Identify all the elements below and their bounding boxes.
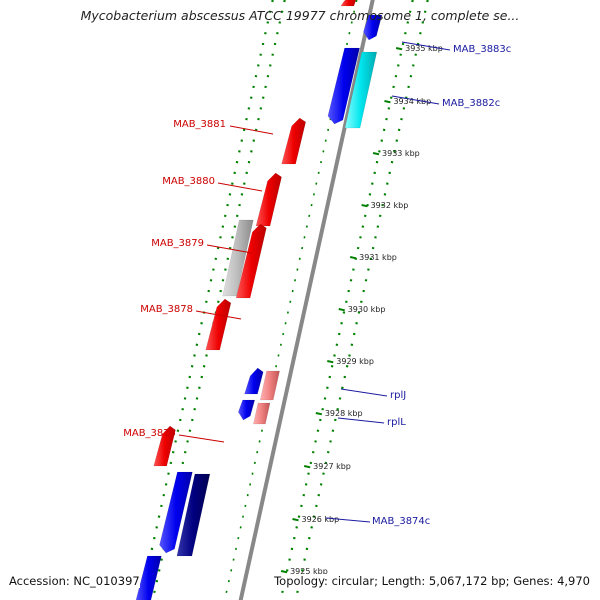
position-ticks: 3935 kbp 3934 kbp 3933 kbp 3932 kbp 3931 kbp… [280, 44, 443, 576]
gene-feature-arrow[interactable] [244, 367, 264, 395]
gene-leader-line [340, 388, 388, 397]
gene-leader-line [206, 244, 253, 254]
gene-leader-line [401, 41, 451, 51]
gene-label-mab-3882c[interactable]: MAB_3882c [442, 98, 500, 109]
tick-label: 3927 kbp [313, 462, 351, 471]
gene-feature-arrow[interactable] [159, 471, 193, 554]
gene-feature-arrow[interactable] [153, 425, 176, 467]
tick-mark [361, 204, 368, 208]
tick-mark [338, 308, 345, 312]
gene-leader-line [178, 434, 225, 443]
gene-labels[interactable]: MAB_3883c MAB_3882c MAB_3881 MAB_3880 MAB_38… [123, 41, 511, 527]
gene-label-rpll[interactable]: rplL [387, 417, 406, 428]
gene-feature-arrow[interactable] [363, 14, 383, 41]
tick-label: 3932 kbp [371, 201, 409, 210]
gene-feature-arrow[interactable] [259, 370, 280, 401]
tick-label: 3935 kbp [405, 44, 443, 53]
chromosome-backbone [238, 0, 375, 600]
tick-label: 3934 kbp [393, 97, 431, 106]
genome-summary-text: Topology: circular; Length: 5,067,172 bp… [274, 574, 590, 588]
backbone [238, 0, 375, 600]
gene-leader-line [229, 125, 274, 135]
tick-label: 3926 kbp [302, 515, 340, 524]
tick-mark [395, 47, 403, 51]
gene-label-mab-3883c[interactable]: MAB_3883c [453, 44, 511, 55]
tick-label: 3930 kbp [348, 305, 386, 314]
gene-feature-arrow[interactable] [205, 298, 232, 351]
tick-label: 3925 kbp [290, 567, 328, 576]
tick-mark [327, 360, 334, 364]
gene-features[interactable] [135, 0, 383, 600]
guide-ring [139, 0, 274, 600]
gene-label-mab-3880[interactable]: MAB_3880 [162, 176, 215, 187]
gene-feature-arrow[interactable] [255, 172, 282, 227]
gene-feature-arrow[interactable] [344, 51, 378, 129]
tick-label: 3933 kbp [382, 149, 420, 158]
map-title: Mycobacterium abscessus ATCC 19977 chrom… [80, 8, 520, 23]
gene-label-mab-3874c[interactable]: MAB_3874c [372, 516, 430, 527]
gene-label-mab-3881[interactable]: MAB_3881 [173, 119, 226, 130]
tick-mark [384, 100, 391, 104]
gene-feature-arrow[interactable] [238, 399, 256, 421]
tick-mark [303, 465, 311, 469]
tick-mark [372, 152, 380, 156]
gene-feature-arrow[interactable] [340, 0, 357, 7]
accession-text: Accession: NC_010397 [9, 574, 140, 588]
gene-leader-line [391, 95, 440, 105]
tick-mark [315, 412, 323, 416]
gene-feature-arrow[interactable] [235, 223, 267, 299]
tick-mark [349, 256, 357, 260]
tick-label: 3929 kbp [336, 357, 374, 366]
gene-leader-line [217, 182, 263, 192]
tick-label: 3928 kbp [325, 409, 363, 418]
gene-feature-arrow[interactable] [135, 555, 162, 600]
gene-feature-arrow[interactable] [253, 402, 271, 425]
gene-label-mab-3879[interactable]: MAB_3879 [151, 238, 204, 249]
tick-label: 3931 kbp [359, 253, 397, 262]
gene-label-rplj[interactable]: rplJ [390, 390, 406, 401]
gene-feature-arrow[interactable] [281, 117, 306, 165]
gene-leader-line [325, 517, 371, 523]
gene-label-mab-3878[interactable]: MAB_3878 [140, 304, 193, 315]
gene-leader-line [195, 310, 242, 320]
gene-feature-arrow[interactable] [176, 473, 211, 557]
tick-mark [280, 570, 288, 574]
gene-leader-line [337, 417, 385, 424]
gene-label-mab-3875[interactable]: MAB_3875 [123, 428, 176, 439]
tick-mark [292, 518, 299, 522]
gene-feature-arrow[interactable] [327, 47, 360, 125]
